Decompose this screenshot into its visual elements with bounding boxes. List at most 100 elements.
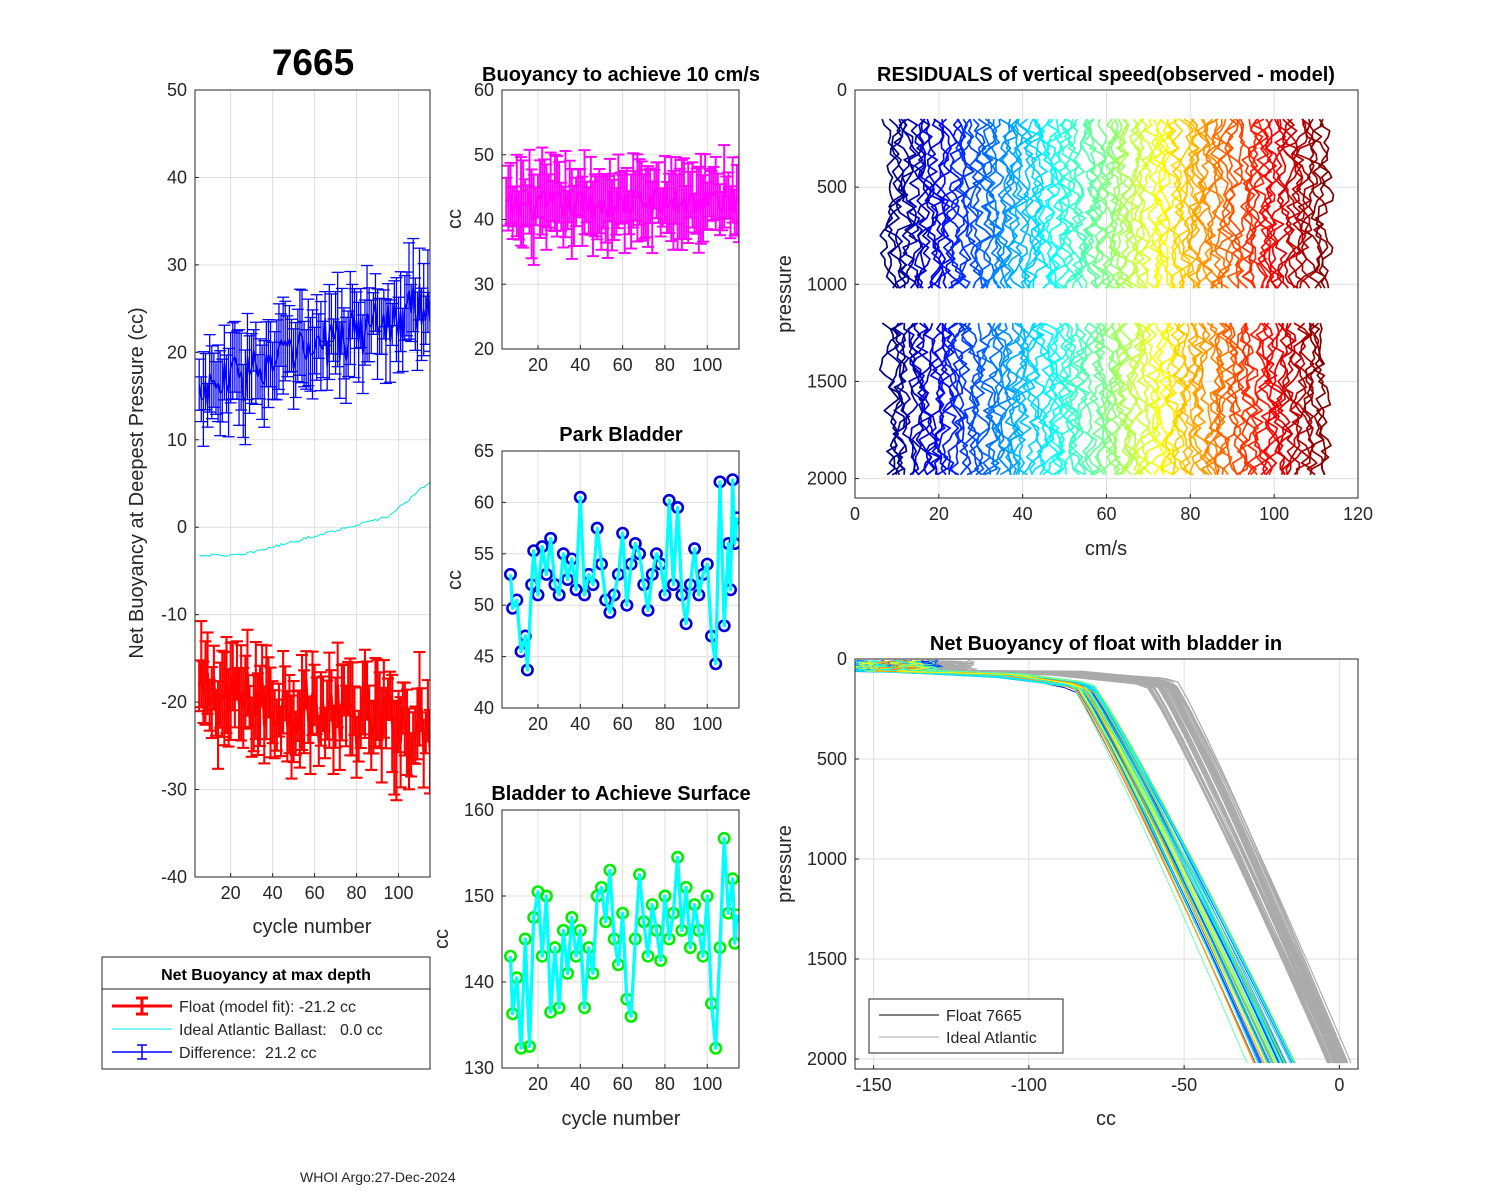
net_buoyancy-xtick-label: 40 (263, 883, 283, 903)
residual-profile-line (1007, 118, 1030, 289)
residual-profile-line (1148, 118, 1167, 289)
residual-profile-line (1105, 118, 1123, 289)
bladder-surface-axes: 20 40 60 80 100 130 140 150 160 Bladder to Achie… (431, 783, 751, 1130)
net_buoyancy-ytick-label: 0 (177, 517, 187, 537)
residual-profile-line (949, 118, 970, 289)
residual-profile-line (1308, 118, 1329, 289)
residual-profile-line (941, 322, 960, 475)
residual-profile-line (1148, 322, 1169, 475)
residual-profile-line (1056, 322, 1074, 476)
residual-profile-line (1239, 118, 1257, 289)
residual-profile-line (1012, 118, 1033, 289)
net_buoyancy-ytick-label: -10 (161, 605, 187, 625)
residual-profile-line (1214, 322, 1232, 475)
residual-profile-line (1188, 322, 1207, 476)
residual-profile-line (1113, 322, 1133, 476)
float-profile-line (896, 659, 1266, 1064)
residual-profile-line (1205, 118, 1226, 289)
net_buoyancy-ytick-label: -30 (161, 780, 187, 800)
residual-profile-line (1068, 322, 1090, 476)
net_buoyancy-xtick-label: 20 (221, 883, 241, 903)
residual-profile-line (966, 322, 986, 476)
net_buoyancy-xtick-label: 100 (384, 883, 414, 903)
net_buoyancy-ytick-label: -20 (161, 692, 187, 712)
residual-profile-line (1109, 118, 1130, 289)
profiles-legend-label-ideal: Ideal Atlantic (946, 1030, 1037, 1047)
bladder_surface-xtick-label: 100 (692, 1074, 722, 1094)
net_buoyancy_profiles-xtick-label: -100 (1011, 1075, 1047, 1095)
residual-profile-line (1172, 322, 1192, 475)
buoyancy_10cms-ytick-label: 20 (474, 339, 494, 359)
residual-profile-line (1002, 118, 1021, 289)
net_buoyancy-ytick-label: 20 (167, 342, 187, 362)
residual-profile-line (994, 322, 1014, 476)
net_buoyancy-ytick-label: 40 (167, 167, 187, 187)
residual-profile-line (958, 118, 976, 289)
bladder_surface-xtick-label: 40 (570, 1074, 590, 1094)
residual-profile-line (927, 118, 947, 289)
residual-profile-line (952, 322, 972, 476)
residual-profile-line (996, 118, 1018, 289)
buoyancy_10cms-ytick-label: 40 (474, 210, 494, 230)
float-profile-line (858, 660, 1275, 1064)
park_bladder-xtick-label: 20 (528, 714, 548, 734)
park_bladder-ytick-label: 60 (474, 492, 494, 512)
residual-profile-line (929, 322, 948, 475)
residual-profile-line (1103, 322, 1124, 476)
net_buoyancy-ytick-label: 30 (167, 255, 187, 275)
residual-profile-line (946, 118, 968, 289)
buoyancy_10cms-xtick-label: 100 (692, 355, 722, 375)
residuals-xtick-label: 60 (1096, 504, 1116, 524)
residuals-ytick-label: 2000 (807, 469, 847, 489)
residual-profile-line (1203, 322, 1224, 476)
residual-profile-line (1063, 322, 1082, 476)
residuals-xtick-label: 40 (1013, 504, 1033, 524)
residual-profile-line (1079, 322, 1099, 476)
residual-profile-line (1036, 322, 1056, 476)
residual-profile-line (917, 322, 936, 476)
residuals-ytick-label: 0 (837, 80, 847, 100)
residual-profile-line (1038, 118, 1060, 289)
residual-profile-line (957, 322, 980, 476)
residual-profile-line (987, 322, 1005, 475)
residual-profile-line (980, 322, 1002, 476)
legend-title: Net Buoyancy at max depth (161, 967, 371, 984)
residual-profile-line (969, 118, 989, 289)
park_bladder-xtick-label: 40 (570, 714, 590, 734)
net-buoyancy-profiles-xlabel: cc (1096, 1108, 1116, 1130)
residual-profile-line (1265, 118, 1283, 289)
residual-profile-line (909, 323, 927, 476)
residual-profile-line (1261, 322, 1279, 476)
buoyancy_10cms-ytick-label: 30 (474, 274, 494, 294)
legend-label-difference: Difference: 21.2 cc (179, 1045, 317, 1062)
buoyancy-10cms-ylabel: cc (444, 209, 466, 229)
residual-profile-line (1241, 322, 1259, 476)
buoyancy_10cms-xtick-label: 40 (570, 355, 590, 375)
residual-profile-line (1041, 118, 1062, 289)
legend-swatch-difference (112, 1044, 172, 1060)
residual-profile-line (1294, 118, 1319, 289)
float-profile-line (898, 661, 1283, 1064)
residual-profile-line (1138, 118, 1160, 289)
residual-profile-line (1199, 322, 1215, 476)
residual-profile-line (1176, 322, 1194, 476)
net-buoyancy-profiles-title: Net Buoyancy of float with bladder in (930, 633, 1282, 655)
bladder-surface-xlabel: cycle number (562, 1108, 681, 1130)
bladder_surface-xtick-label: 80 (655, 1074, 675, 1094)
park-bladder-title: Park Bladder (559, 424, 683, 446)
residual-profile-line (1131, 322, 1151, 476)
residual-profile-line (1068, 322, 1088, 475)
net_buoyancy-xtick-label: 60 (305, 883, 325, 903)
residual-profile-line (1222, 322, 1239, 476)
residual-profile-line (1315, 118, 1335, 289)
residual-profile-line (878, 322, 900, 476)
residual-profile-line (1283, 322, 1306, 476)
net_buoyancy_profiles-ytick-label: 500 (817, 749, 847, 769)
residual-profile-line (1240, 322, 1259, 476)
net-buoyancy-profiles-axes-box (854, 658, 1359, 1070)
residual-profile-line (1245, 118, 1265, 289)
profiles-legend-box (868, 998, 1064, 1054)
residual-profile-line (1025, 322, 1044, 476)
net_buoyancy_profiles-ytick-label: 2000 (807, 1049, 847, 1069)
